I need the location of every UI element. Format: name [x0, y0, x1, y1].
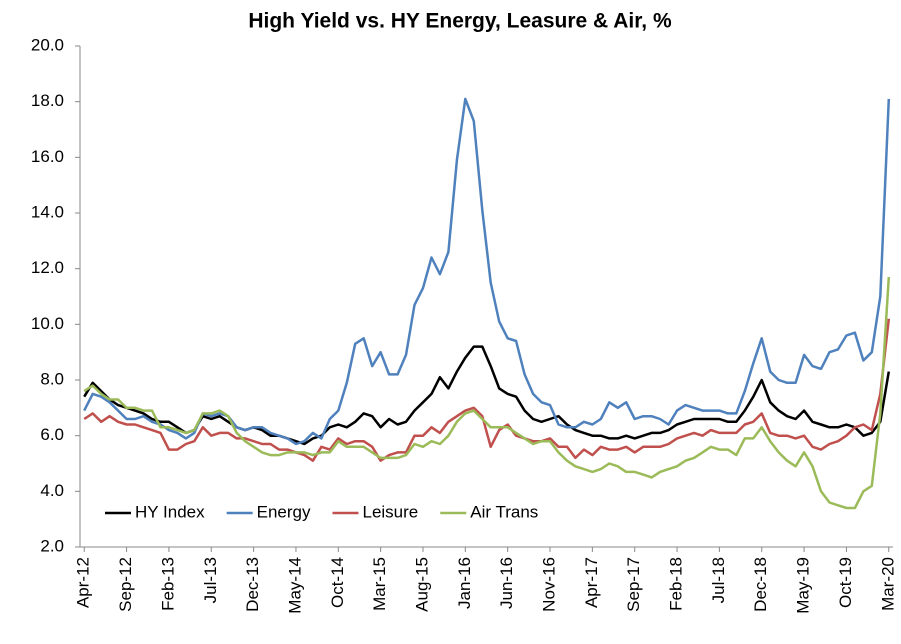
legend-label: Energy [257, 502, 311, 521]
x-tick-label: Dec-18 [751, 557, 770, 612]
x-tick-label: Sep-12 [116, 557, 135, 612]
chart-title: High Yield vs. HY Energy, Leasure & Air,… [248, 10, 672, 33]
legend-label: HY Index [135, 502, 205, 521]
x-tick-label: Dec-13 [243, 557, 262, 612]
series-line [83, 345, 891, 446]
legend-label: Air Trans [470, 502, 538, 521]
y-tick-label: 18.0 [31, 91, 64, 110]
y-tick-label: 16.0 [31, 147, 64, 166]
x-tick-label: Oct-19 [836, 557, 855, 608]
y-tick-label: 10.0 [31, 314, 64, 333]
x-tick-label: Feb-18 [667, 557, 686, 611]
x-tick-label: Oct-14 [328, 557, 347, 608]
x-tick-label: Aug-15 [412, 557, 431, 612]
y-tick-label: 14.0 [31, 202, 64, 221]
y-tick-label: 12.0 [31, 258, 64, 277]
x-tick-label: Nov-16 [540, 557, 559, 612]
y-tick-label: 2.0 [40, 536, 64, 555]
x-tick-label: Apr-12 [74, 557, 93, 608]
y-tick-label: 6.0 [40, 425, 64, 444]
x-tick-label: Jan-16 [455, 557, 474, 609]
series-line [83, 276, 891, 510]
x-tick-label: May-19 [794, 557, 813, 614]
legend-label: Leisure [363, 502, 419, 521]
x-tick-label: Jun-16 [497, 557, 516, 609]
y-tick-label: 20.0 [31, 35, 64, 54]
x-tick-label: Jul-13 [201, 557, 220, 603]
x-tick-label: Feb-13 [158, 557, 177, 611]
y-tick-label: 8.0 [40, 369, 64, 388]
x-tick-label: Mar-20 [878, 557, 897, 611]
x-tick-label: Sep-17 [624, 557, 643, 612]
y-tick-label: 4.0 [40, 481, 64, 500]
series-line [83, 97, 891, 446]
x-tick-label: May-14 [285, 557, 304, 614]
x-tick-label: Apr-17 [582, 557, 601, 608]
series-line [83, 318, 891, 462]
x-tick-label: Mar-15 [370, 557, 389, 611]
x-tick-label: Jul-18 [709, 557, 728, 603]
